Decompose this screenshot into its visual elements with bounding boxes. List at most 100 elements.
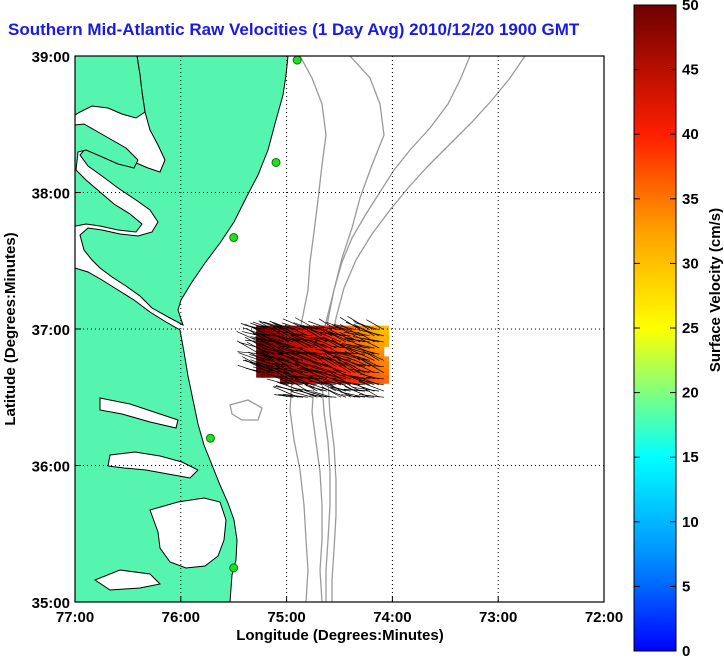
velocity-cell — [313, 337, 323, 347]
velocity-cell — [308, 356, 318, 366]
x-axis-label: Longitude (Degrees:Minutes) — [236, 627, 444, 644]
velocity-vector — [276, 381, 304, 392]
velocity-cell — [322, 362, 332, 372]
velocity-vector — [337, 359, 356, 367]
velocity-cell — [356, 356, 366, 366]
velocity-vector — [253, 366, 275, 374]
velocity-vector — [355, 369, 380, 374]
velocity-vector — [316, 331, 342, 343]
velocity-vector — [266, 373, 285, 380]
velocity-cell — [275, 368, 285, 378]
velocity-cell — [337, 325, 347, 335]
velocity-vector — [355, 343, 375, 349]
velocity-cell — [289, 362, 299, 372]
velocity-vector — [344, 382, 361, 392]
colorbar-tick-label: 20 — [682, 385, 699, 402]
colorbar-ramp — [634, 5, 676, 651]
velocity-cell — [270, 331, 280, 341]
velocity-cell — [322, 368, 332, 378]
y-tick-label: 37:00 — [32, 322, 70, 339]
velocity-cell — [313, 350, 323, 360]
velocity-vector — [366, 319, 385, 330]
velocity-cell — [337, 331, 347, 341]
velocity-vector — [291, 337, 318, 349]
velocity-cell — [351, 325, 361, 335]
velocity-cell — [322, 350, 332, 360]
velocity-vector — [274, 394, 294, 398]
velocity-vector — [332, 324, 356, 337]
x-tick-label: 74:00 — [373, 609, 411, 626]
velocity-vector — [315, 348, 337, 355]
velocity-vector — [245, 323, 270, 337]
land-delmarva — [75, 56, 289, 327]
bathymetry-patch — [229, 399, 263, 421]
velocity-vector — [264, 336, 289, 349]
velocity-vector — [285, 347, 304, 355]
velocity-cell — [365, 368, 375, 378]
velocity-cell — [318, 350, 328, 360]
velocity-cell — [341, 331, 351, 341]
velocity-cell — [370, 362, 380, 372]
velocity-cell — [284, 337, 294, 347]
velocity-vector — [316, 326, 342, 331]
velocity-cell — [298, 356, 308, 366]
velocity-cell — [308, 350, 318, 360]
velocity-cell — [346, 337, 356, 347]
velocity-cell — [279, 374, 289, 384]
velocity-cell — [313, 368, 323, 378]
velocity-vector — [299, 382, 318, 386]
velocity-cell — [275, 362, 285, 372]
velocity-vector — [358, 384, 380, 398]
velocity-vector — [305, 351, 327, 355]
x-tick-label: 76:00 — [162, 609, 200, 626]
velocity-cell — [370, 368, 380, 378]
velocity-vector — [363, 338, 384, 343]
velocity-cell — [365, 331, 375, 341]
velocity-vector — [236, 331, 261, 343]
velocity-vector — [343, 331, 365, 337]
velocity-cell — [313, 374, 323, 384]
velocity-cell — [375, 350, 385, 360]
velocity-cell — [341, 374, 351, 384]
colorbar-label: Surface Velocity (cm/s) — [707, 208, 724, 372]
velocity-cell — [365, 337, 375, 347]
velocity-vector — [322, 387, 346, 398]
velocity-cell — [284, 325, 294, 335]
velocity-vector — [266, 378, 289, 386]
velocity-vector — [344, 352, 370, 361]
velocity-vector — [310, 364, 337, 374]
velocity-vector — [358, 394, 384, 398]
velocity-vector — [245, 339, 265, 343]
velocity-vector — [262, 347, 289, 355]
velocity-vector — [256, 347, 275, 355]
y-axis: 39:00 38:00 37:00 36:00 35:00 — [32, 49, 81, 612]
velocity-cell — [327, 374, 337, 384]
velocity-vector — [274, 367, 294, 380]
velocity-cell — [270, 368, 280, 378]
velocity-cell — [370, 350, 380, 360]
velocity-vector — [320, 363, 346, 374]
velocity-cell — [365, 325, 375, 335]
velocity-cell — [332, 331, 342, 341]
velocity-cell — [360, 356, 370, 366]
station-marker — [292, 56, 302, 65]
velocity-cell — [322, 337, 332, 347]
velocity-vector — [245, 336, 266, 349]
velocity-cell — [318, 331, 328, 341]
colorbar-tick-label: 5 — [682, 578, 690, 595]
velocity-vector — [355, 336, 380, 349]
velocity-cell — [294, 356, 304, 366]
velocity-cell — [294, 362, 304, 372]
velocity-vector — [302, 325, 327, 331]
velocity-vector — [308, 353, 327, 361]
velocity-cell — [303, 350, 313, 360]
velocity-vector — [260, 350, 280, 355]
velocity-vector — [294, 361, 318, 367]
velocity-cell — [360, 344, 370, 354]
velocity-cell — [379, 331, 389, 341]
bathymetry-contour-1 — [289, 56, 327, 602]
velocity-vector — [296, 325, 323, 331]
velocity-cell — [270, 350, 280, 360]
velocity-vector — [358, 381, 385, 392]
velocity-vector — [280, 381, 304, 386]
